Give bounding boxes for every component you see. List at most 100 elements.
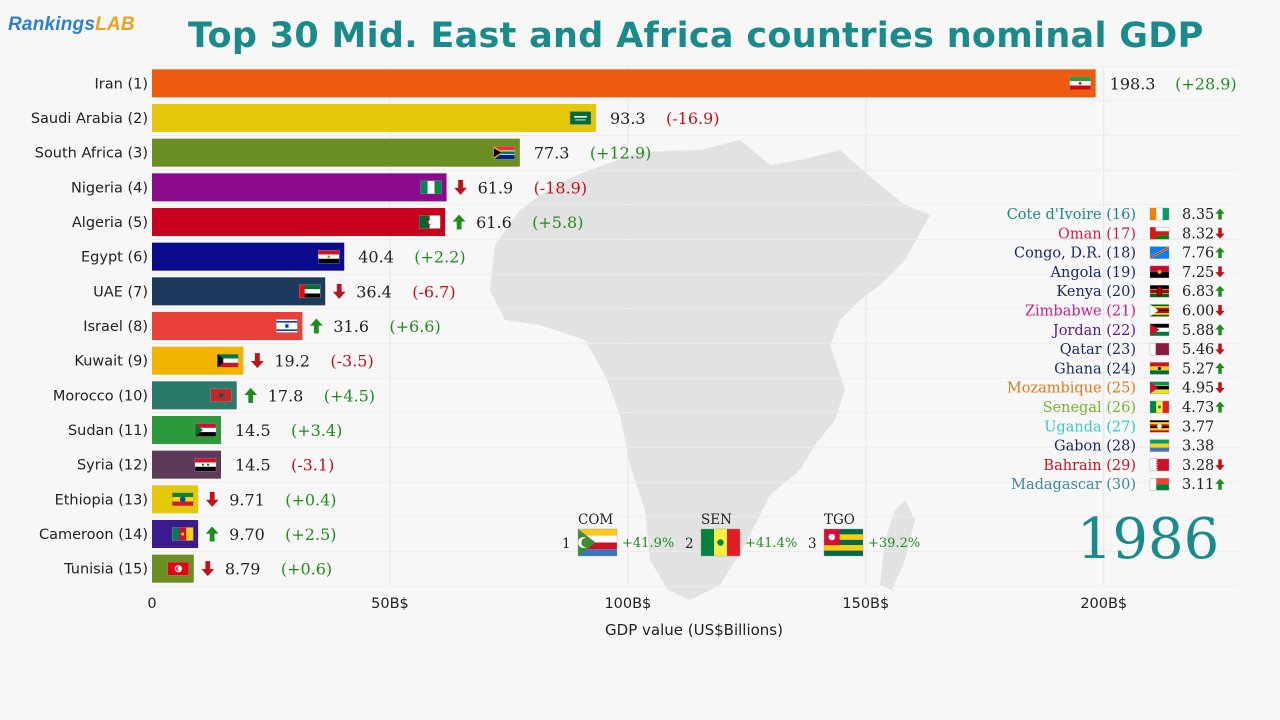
growth-rank: 3 [808,536,817,552]
arrow-down-icon [454,179,467,195]
country-flag-icon [1149,458,1170,472]
bar [152,277,326,306]
rank-list-item: Angola (19) 7.25 [1050,265,1225,281]
country-flag-icon [418,215,441,229]
arrow-up-icon [1215,285,1225,297]
rank-list-name: Madagascar (30) [1011,477,1136,493]
rank-list-item: Congo, D.R. (18) 7.76 [1014,246,1225,262]
bar-category-label: Nigeria (4) [71,180,148,196]
arrow-down-icon [1215,343,1225,355]
growth-percent: +39.2% [868,536,920,551]
bar-value-label: 61.6 [476,213,512,232]
growth-percent: +41.9% [622,536,674,551]
arrow-up-icon [310,318,323,334]
bar-value-label: 17.8 [268,386,304,405]
rank-list-item: Madagascar (30) 3.11 [1011,477,1225,493]
bar [152,104,596,132]
bar-value-label: 198.3 [1110,74,1156,93]
bar [152,173,447,202]
bar-row: Saudi Arabia (2) 93.3 (-16.9) [31,104,720,132]
bar-category-label: Israel (8) [83,319,148,335]
growth-percent: +41.4% [745,536,797,551]
bar-row: Kuwait (9) 19.2 (-3.5) [74,346,374,375]
arrow-down-icon [1215,266,1225,278]
country-flag-icon [276,319,298,333]
bar [152,69,1096,98]
arrow-up-icon [1215,478,1225,490]
rank-list-value: 8.32 [1182,226,1214,242]
country-flag-icon [210,388,232,403]
arrow-down-icon [250,353,264,369]
rank-list-value: 5.46 [1182,342,1214,358]
rank-list-value: 7.25 [1182,265,1214,281]
bar-category-label: Morocco (10) [53,388,148,404]
x-tick-label: 0 [147,596,156,612]
arrow-down-icon [332,283,346,299]
x-axis-title: GDP value (US$Billions) [605,621,783,639]
country-flag-icon [1149,400,1170,414]
bar-category-label: Kuwait (9) [74,354,148,370]
bar [152,138,520,167]
arrow-up-icon [1215,208,1225,220]
bar-category-label: Cameroon (14) [39,527,148,543]
x-tick-label: 50B$ [371,596,409,612]
bar-value-label: 40.4 [358,248,394,267]
arrow-down-icon [1215,305,1225,316]
bar-category-label: Algeria (5) [72,215,148,231]
arrow-down-icon [205,491,219,507]
chart-title: Top 30 Mid. East and Africa countries no… [188,16,1204,56]
country-flag-icon [1149,304,1170,317]
rank-list-name: Zimbabwe (21) [1025,304,1136,320]
rank-list-value: 5.88 [1182,323,1214,339]
country-flag-icon [577,528,618,557]
country-flag-icon [1149,227,1170,240]
bar-change-label: (-6.7) [412,282,455,301]
growth-rank: 2 [685,536,694,552]
country-flag-icon [1149,207,1170,221]
rank-list-name: Kenya (20) [1056,284,1136,300]
rank-list-item: Bahrain (29) 3.28 [1043,458,1225,474]
x-tick-label: 150B$ [842,596,889,612]
country-flag-icon [217,353,239,368]
bar-change-label: (+0.6) [281,560,332,579]
bar-value-label: 14.5 [235,456,271,475]
bar-value-label: 8.79 [225,560,261,579]
rank-list-item: Ghana (24) 5.27 [1054,361,1225,377]
bar-category-label: Sudan (11) [68,423,148,439]
rank-list-item: Senegal (26) 4.73 [1043,400,1225,416]
arrow-up-icon [452,214,466,230]
country-flag-icon [194,423,217,437]
rank-list-value: 5.27 [1182,361,1214,377]
brand-logo-part1: Rankings [8,14,96,35]
bar-row: Iran (1) 198.3 (+28.9) [95,69,1237,98]
country-flag-icon [299,284,321,299]
bar-row: South Africa (3) 77.3 (+12.9) [35,138,651,167]
country-flag-icon [493,145,516,160]
rank-list-value: 3.77 [1182,419,1214,435]
arrow-up-icon [244,387,258,403]
country-flag-icon [1069,76,1091,91]
bar-value-label: 14.5 [235,421,271,440]
rank-list-name: Gabon (28) [1054,439,1136,455]
rank-list-value: 7.76 [1182,246,1214,262]
rank-list-name: Uganda (27) [1044,419,1136,435]
rank-list-name: Cote d'Ivoire (16) [1007,207,1136,223]
bar-category-label: Tunisia (15) [63,562,148,578]
bar-row: Algeria (5) 61.6 (+5.8) [72,208,583,236]
rank-list-item: Uganda (27) 3.77 [1044,419,1214,435]
brand-logo: RankingsLAB [8,14,135,36]
bar-change-label: (-3.5) [330,352,373,371]
growth-country-code: COM [578,512,613,528]
bar-row: Nigeria (4) 61.9 (-18.9) [71,173,587,202]
africa-map-background [490,140,930,600]
bar-category-label: South Africa (3) [35,146,148,162]
top-growth-item: TGO 3 +39.2% [808,512,920,557]
bar-value-label: 77.3 [534,144,570,163]
country-flag-icon [194,457,217,472]
rank-list-name: Mozambique (25) [1007,381,1136,397]
country-flag-icon [172,492,194,507]
rank-list-value: 4.95 [1182,381,1214,397]
bar-category-label: Syria (12) [77,458,148,474]
rank-list-item: Gabon (28) 3.38 [1054,439,1214,455]
